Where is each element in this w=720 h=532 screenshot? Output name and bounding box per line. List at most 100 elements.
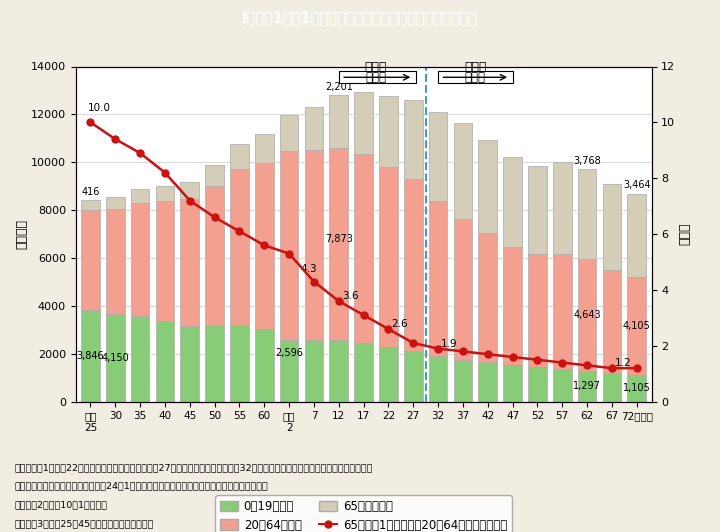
Bar [131, 189, 150, 203]
FancyBboxPatch shape [339, 71, 415, 84]
Text: の将来推計人口（平成24年1月推計）」（出生中位（死亡中位）推計）より作成。: の将来推計人口（平成24年1月推計）」（出生中位（死亡中位）推計）より作成。 [14, 481, 268, 491]
Bar [106, 209, 125, 314]
Text: I－特－1図　1人の高齢者を支える現役世代の人数の推移: I－特－1図 1人の高齢者を支える現役世代の人数の推移 [242, 10, 478, 25]
Text: 1,105: 1,105 [623, 384, 651, 394]
Bar [603, 270, 621, 373]
Bar [553, 162, 572, 254]
Bar [156, 186, 174, 201]
Bar [429, 112, 447, 201]
Bar [454, 123, 472, 219]
Bar [156, 321, 174, 402]
Bar [553, 369, 572, 402]
Bar [553, 254, 572, 369]
Text: 10.0: 10.0 [88, 103, 111, 113]
Text: 7,873: 7,873 [325, 234, 353, 244]
Text: 4.3: 4.3 [300, 264, 317, 274]
Bar [280, 151, 298, 339]
Bar [404, 179, 423, 352]
Text: 2.6: 2.6 [392, 319, 408, 329]
Bar [379, 347, 397, 402]
Bar [205, 165, 224, 186]
Bar [181, 199, 199, 326]
Bar [305, 151, 323, 339]
Text: 3．昭和25〜45年は沖縄県を含まない。: 3．昭和25〜45年は沖縄県を含まない。 [14, 519, 153, 528]
Text: 実質値: 実質値 [366, 71, 387, 84]
Bar [478, 362, 497, 402]
Bar [330, 95, 348, 148]
Bar [454, 219, 472, 360]
Bar [205, 186, 224, 325]
Bar [354, 92, 373, 154]
Bar [330, 148, 348, 339]
Bar [106, 197, 125, 209]
Bar [280, 115, 298, 151]
Bar [429, 201, 447, 356]
Bar [255, 163, 274, 329]
Bar [478, 139, 497, 233]
Bar [330, 339, 348, 402]
Bar [255, 134, 274, 163]
Bar [354, 154, 373, 343]
Bar [354, 343, 373, 402]
Y-axis label: （人）: （人） [678, 223, 691, 245]
Bar [230, 144, 249, 169]
Y-axis label: （万人）: （万人） [15, 219, 28, 249]
Text: 3,768: 3,768 [573, 156, 601, 165]
Text: 2．各年10月1日現在。: 2．各年10月1日現在。 [14, 500, 107, 509]
Bar [503, 157, 522, 247]
Bar [106, 314, 125, 402]
Text: 3,464: 3,464 [623, 180, 650, 190]
Bar [181, 326, 199, 402]
Bar [454, 360, 472, 402]
Bar [577, 260, 596, 371]
Bar [230, 325, 249, 402]
Bar [81, 310, 100, 402]
Bar [81, 200, 100, 210]
Bar [404, 352, 423, 402]
Bar [627, 277, 646, 375]
Bar [627, 194, 646, 277]
Bar [528, 166, 546, 254]
Text: 実質値: 実質値 [365, 61, 387, 74]
Text: 416: 416 [81, 187, 99, 197]
Bar [305, 107, 323, 151]
Bar [181, 181, 199, 199]
Text: 3.6: 3.6 [342, 291, 359, 301]
Bar [205, 325, 224, 402]
Bar [478, 233, 497, 362]
Bar [577, 371, 596, 402]
Text: 2,596: 2,596 [275, 348, 303, 358]
Bar [81, 210, 100, 310]
Text: 1.2: 1.2 [615, 358, 631, 368]
Bar [528, 367, 546, 402]
Bar [131, 315, 150, 402]
Text: 推計値: 推計値 [464, 61, 487, 74]
Bar [305, 339, 323, 402]
Bar [577, 169, 596, 260]
Bar [280, 339, 298, 402]
Bar [429, 356, 447, 402]
Bar [503, 247, 522, 364]
Text: 推計値: 推計値 [465, 71, 486, 84]
Bar [379, 167, 397, 347]
Text: 4,105: 4,105 [623, 321, 651, 331]
Bar [379, 96, 397, 167]
Text: 4,150: 4,150 [102, 353, 129, 363]
Bar [627, 375, 646, 402]
Bar [156, 201, 174, 321]
Text: 3,846: 3,846 [77, 351, 104, 361]
Bar [404, 100, 423, 179]
Text: 4,643: 4,643 [573, 310, 601, 320]
Bar [528, 254, 546, 367]
Text: 1,297: 1,297 [573, 381, 601, 391]
Bar [255, 329, 274, 402]
Bar [603, 373, 621, 402]
Legend: 0～19歳人口, 20～64歳人口, 65歳以上人口, 65歳以上1人を支える20～64歳人口（右軸）: 0～19歳人口, 20～64歳人口, 65歳以上人口, 65歳以上1人を支える2… [215, 495, 512, 532]
FancyBboxPatch shape [438, 71, 513, 84]
Bar [230, 169, 249, 325]
Text: （備考）　1．平成22年までは総務省「国勢調査」，27年は総務省「人口推計」，32年以降は国立社会保障・人口問題研究所「日本: （備考） 1．平成22年までは総務省「国勢調査」，27年は総務省「人口推計」，3… [14, 463, 373, 472]
Bar [131, 203, 150, 315]
Bar [603, 184, 621, 270]
Bar [503, 364, 522, 402]
Text: 2,201: 2,201 [325, 82, 353, 92]
